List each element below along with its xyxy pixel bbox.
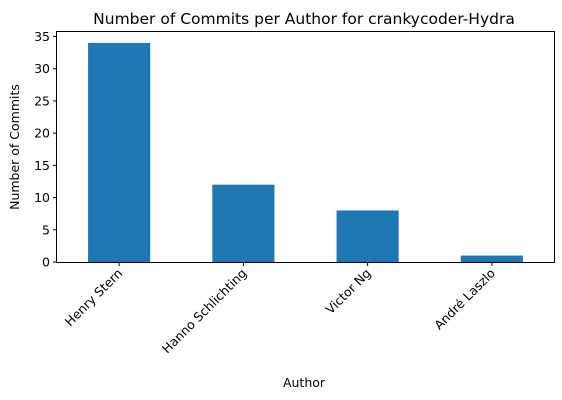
chart-title: Number of Commits per Author for crankyc… bbox=[93, 10, 515, 28]
bar-hanno-schlichting bbox=[212, 184, 275, 262]
y-tick-label: 35 bbox=[34, 29, 50, 44]
y-axis-label: Number of Commits bbox=[7, 84, 22, 210]
y-tick-label: 10 bbox=[34, 190, 50, 205]
bar-victor-ng bbox=[336, 210, 399, 262]
x-tick-label: Victor Ng bbox=[322, 266, 373, 317]
bar-henry-stern bbox=[88, 42, 151, 263]
y-tick-label: 20 bbox=[34, 126, 50, 141]
y-tick-label: 30 bbox=[34, 61, 50, 76]
x-axis-label: Author bbox=[283, 375, 326, 390]
y-tick-label: 0 bbox=[42, 255, 50, 270]
x-tick-label: Hanno Schlichting bbox=[159, 266, 250, 357]
bars-group bbox=[88, 42, 523, 263]
x-axis: Henry Stern Hanno Schlichting Victor Ng And… bbox=[62, 262, 498, 356]
y-tick-label: 5 bbox=[42, 222, 50, 237]
x-tick-label: André Laszlo bbox=[431, 266, 498, 333]
x-tick-label: Henry Stern bbox=[62, 266, 126, 330]
y-tick-label: 15 bbox=[34, 158, 50, 173]
y-axis: 0 5 10 15 20 25 30 35 bbox=[34, 29, 57, 270]
bar-andr-laszlo bbox=[460, 255, 523, 262]
plot-frame bbox=[56, 31, 555, 263]
y-tick-label: 25 bbox=[34, 93, 50, 108]
